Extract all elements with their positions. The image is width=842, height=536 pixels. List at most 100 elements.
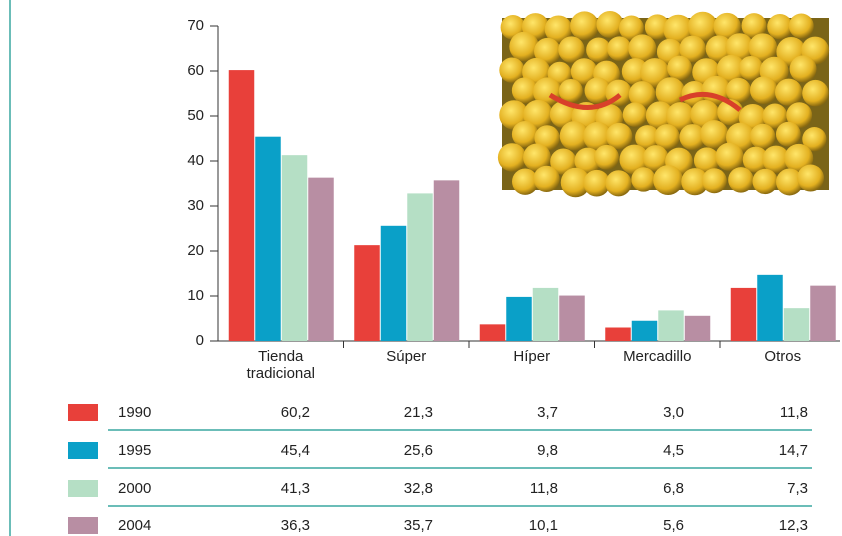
legend-swatch xyxy=(68,480,98,497)
y-tick-label: 10 xyxy=(187,287,204,304)
legend-label: 2004 xyxy=(118,517,151,534)
photo-lemon xyxy=(701,168,727,194)
table-value: 3,7 xyxy=(537,404,558,421)
table-value: 5,6 xyxy=(663,517,684,534)
photo-lemon xyxy=(570,11,599,41)
photo-lemon xyxy=(738,55,764,81)
photo-lemon xyxy=(786,102,813,129)
photo-lemon xyxy=(667,55,693,81)
photo-lemon xyxy=(802,127,827,152)
photo-lemon xyxy=(583,169,611,197)
legend-swatch xyxy=(68,404,98,421)
y-tick-label: 20 xyxy=(187,242,204,259)
photo-lemon xyxy=(715,142,744,171)
photo-lemon xyxy=(523,99,553,130)
photo-lemon xyxy=(645,101,674,130)
photo-lemon xyxy=(748,33,778,62)
y-tick-label: 60 xyxy=(187,62,204,79)
photo-lemon xyxy=(705,35,733,63)
photo-lemon xyxy=(584,77,611,104)
x-tick-label: Tienda tradicional xyxy=(246,348,315,382)
bar xyxy=(506,296,532,341)
photo-lemon xyxy=(628,81,656,108)
photo-lemon xyxy=(742,146,769,173)
photo-lemon xyxy=(789,55,817,83)
photo-lemon xyxy=(574,147,601,175)
legend-swatch xyxy=(68,517,98,534)
table-value: 9,8 xyxy=(537,442,558,459)
photo-lemon xyxy=(560,167,591,198)
photo-lemon xyxy=(596,10,624,38)
photo-lemon xyxy=(644,14,670,40)
table-value: 36,3 xyxy=(281,517,310,534)
photo-lemon xyxy=(713,12,741,41)
photo-lemon xyxy=(654,124,680,150)
bar xyxy=(433,180,460,341)
bar xyxy=(479,324,506,341)
table-value: 41,3 xyxy=(281,480,310,497)
table-value: 7,3 xyxy=(787,480,808,497)
photo-lemon xyxy=(681,168,709,196)
photo-lemon xyxy=(605,122,633,150)
photo-lemon xyxy=(775,78,803,106)
bar xyxy=(730,287,757,341)
photo-lemon xyxy=(509,31,539,62)
x-tick-label: Súper xyxy=(386,348,427,365)
photo-lemon xyxy=(622,102,648,127)
bar xyxy=(380,225,407,341)
photo-lemon xyxy=(663,14,694,45)
photo-lemon xyxy=(594,144,619,170)
photo-lemon xyxy=(762,103,788,129)
photo-lemon xyxy=(679,35,706,63)
photo-lemon xyxy=(666,102,695,131)
photo-lemon xyxy=(558,78,583,103)
photo-lemon xyxy=(775,121,801,147)
photo-lemon xyxy=(499,57,525,83)
photo-lemon xyxy=(762,145,790,174)
photo-ribbon xyxy=(548,91,742,112)
photo-lemon xyxy=(741,13,767,39)
photo-lemon xyxy=(752,168,778,195)
photo-lemon xyxy=(618,15,644,41)
bar xyxy=(631,320,658,341)
table-value: 4,5 xyxy=(663,442,684,459)
photo-lemon xyxy=(655,77,686,107)
photo-lemon xyxy=(679,124,706,151)
bar xyxy=(684,315,711,341)
photo-lemon xyxy=(544,15,573,44)
photo-lemon xyxy=(512,168,539,195)
bar xyxy=(810,285,836,341)
bar xyxy=(532,287,559,341)
photo-lemon xyxy=(653,165,684,196)
x-tick-label: Híper xyxy=(513,348,551,365)
photo-lemon xyxy=(523,143,551,172)
photo-lemon xyxy=(699,120,729,149)
table-value: 10,1 xyxy=(529,517,558,534)
table-value: 35,7 xyxy=(404,517,433,534)
photo-lemon xyxy=(693,147,720,174)
bar xyxy=(407,193,433,341)
photo-lemon xyxy=(749,123,776,150)
photo-lemon xyxy=(619,144,650,175)
photo-lemon xyxy=(642,145,669,172)
bar xyxy=(354,245,380,341)
photo-lemon xyxy=(558,36,585,63)
table-value: 60,2 xyxy=(281,404,310,421)
photo-lemon xyxy=(802,79,829,107)
photo-lemon xyxy=(511,121,539,148)
photo-lemon xyxy=(788,13,814,39)
table-value: 11,8 xyxy=(780,404,808,421)
bar xyxy=(783,308,810,341)
bar xyxy=(658,310,684,341)
photo-lemon xyxy=(635,125,660,150)
legend-label: 1990 xyxy=(118,404,151,421)
photo-lemon xyxy=(570,58,598,85)
table-value: 32,8 xyxy=(404,480,433,497)
table-value: 12,3 xyxy=(779,517,808,534)
photo-lemon xyxy=(716,54,746,84)
bar xyxy=(281,155,308,341)
legend-label: 2000 xyxy=(118,480,151,497)
bar xyxy=(605,327,631,341)
